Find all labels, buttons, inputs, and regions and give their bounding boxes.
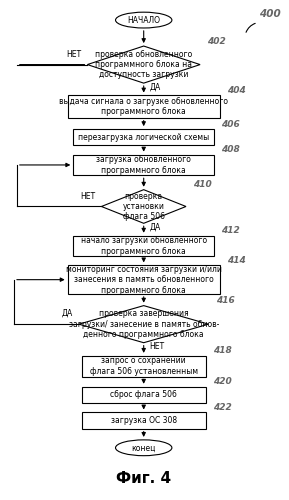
- Text: НЕТ: НЕТ: [149, 342, 164, 351]
- Text: 414: 414: [227, 256, 246, 265]
- Text: 418: 418: [213, 346, 231, 356]
- FancyBboxPatch shape: [73, 154, 214, 176]
- Ellipse shape: [116, 12, 172, 28]
- Text: начало загрузки обновленного
программного блока: начало загрузки обновленного программног…: [81, 236, 207, 256]
- Text: 408: 408: [221, 145, 240, 154]
- Text: проверка завершения
загрузки/ занесение в память обнов-
денного программного бло: проверка завершения загрузки/ занесение …: [68, 310, 219, 339]
- FancyBboxPatch shape: [68, 266, 220, 294]
- Text: ДА: ДА: [62, 308, 73, 318]
- Polygon shape: [87, 46, 200, 83]
- Text: проверка обновленного
программного блока на
доступность загрузки: проверка обновленного программного блока…: [95, 50, 192, 80]
- Text: проверка
установки
флага 506: проверка установки флага 506: [123, 192, 165, 222]
- Text: НАЧАЛО: НАЧАЛО: [127, 16, 160, 24]
- FancyBboxPatch shape: [73, 129, 214, 146]
- Text: запрос о сохранении
флага 506 установленным: запрос о сохранении флага 506 установлен…: [90, 356, 198, 376]
- Text: 400: 400: [259, 8, 281, 18]
- Text: загрузка ОС 308: загрузка ОС 308: [111, 416, 177, 425]
- Polygon shape: [101, 190, 186, 224]
- Text: 410: 410: [193, 180, 212, 189]
- Text: 422: 422: [213, 403, 231, 412]
- Text: 416: 416: [216, 296, 234, 305]
- Text: выдача сигнала о загрузке обновленного
программного блока: выдача сигнала о загрузке обновленного п…: [59, 97, 228, 116]
- Polygon shape: [79, 306, 209, 343]
- Text: НЕТ: НЕТ: [81, 192, 96, 201]
- Text: мониторинг состояния загрузки и/или
занесения в память обновленного
программного: мониторинг состояния загрузки и/или зане…: [66, 265, 222, 294]
- FancyBboxPatch shape: [82, 386, 206, 403]
- Text: 404: 404: [227, 86, 246, 95]
- FancyBboxPatch shape: [68, 96, 220, 118]
- Text: 420: 420: [213, 377, 231, 386]
- Text: 412: 412: [221, 226, 240, 235]
- Ellipse shape: [116, 440, 172, 456]
- Text: перезагрузка логической схемы: перезагрузка логической схемы: [78, 133, 209, 142]
- Text: ДА: ДА: [149, 222, 161, 232]
- Text: ДА: ДА: [149, 82, 161, 92]
- Text: Фиг. 4: Фиг. 4: [116, 471, 171, 486]
- Text: 406: 406: [221, 120, 240, 128]
- Text: 402: 402: [207, 36, 226, 46]
- FancyBboxPatch shape: [82, 412, 206, 428]
- Text: НЕТ: НЕТ: [66, 50, 82, 59]
- FancyBboxPatch shape: [82, 356, 206, 376]
- FancyBboxPatch shape: [73, 236, 214, 256]
- Text: конец: конец: [131, 444, 156, 452]
- Text: сброс флага 506: сброс флага 506: [110, 390, 177, 400]
- Text: загрузка обновленного
программного блока: загрузка обновленного программного блока: [96, 156, 191, 174]
